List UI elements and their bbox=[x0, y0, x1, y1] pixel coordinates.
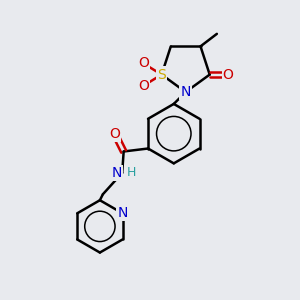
Text: O: O bbox=[109, 127, 120, 141]
Text: O: O bbox=[138, 56, 148, 70]
Text: S: S bbox=[157, 68, 166, 82]
Text: O: O bbox=[138, 79, 148, 93]
Text: N: N bbox=[117, 206, 128, 220]
Text: O: O bbox=[223, 68, 234, 82]
Text: N: N bbox=[181, 85, 191, 99]
Text: N: N bbox=[112, 166, 122, 180]
Text: H: H bbox=[127, 167, 136, 179]
